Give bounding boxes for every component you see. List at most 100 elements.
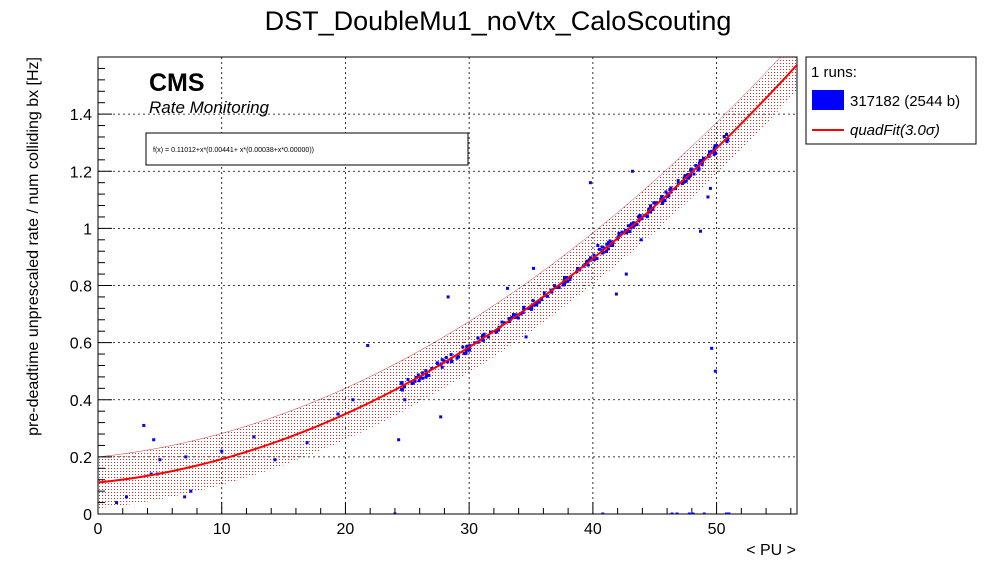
data-point <box>152 438 156 442</box>
data-point <box>702 157 706 161</box>
data-point <box>532 303 536 307</box>
data-point <box>413 379 417 383</box>
data-point <box>588 181 592 185</box>
data-point <box>687 512 691 514</box>
data-point <box>489 330 493 334</box>
data-point <box>684 179 688 183</box>
data-point <box>727 512 731 514</box>
data-point <box>662 198 666 202</box>
cms-label: CMS <box>149 69 205 97</box>
data-point <box>424 375 428 379</box>
x-tick-label: 10 <box>213 521 231 538</box>
data-point <box>605 250 609 254</box>
data-point <box>696 168 700 172</box>
data-point <box>687 176 691 180</box>
data-point <box>184 455 188 459</box>
fit-band-upper <box>98 57 781 458</box>
data-point <box>652 201 656 205</box>
data-point <box>601 250 605 254</box>
data-point <box>464 349 468 353</box>
data-point <box>659 197 663 201</box>
data-point <box>586 263 590 267</box>
data-point <box>416 373 420 377</box>
data-point <box>500 320 504 324</box>
x-tick-label: 50 <box>708 521 726 538</box>
data-point <box>725 132 729 136</box>
data-point <box>542 291 546 295</box>
data-point <box>724 512 728 514</box>
data-point <box>637 214 641 218</box>
data-point <box>651 207 655 211</box>
data-point <box>561 283 565 287</box>
data-point <box>273 458 277 462</box>
data-point <box>522 305 526 309</box>
data-point <box>605 242 609 246</box>
data-point <box>630 222 634 226</box>
y-tick-label: 0.2 <box>70 450 92 467</box>
y-tick-label: 1.2 <box>70 164 92 181</box>
data-point <box>626 224 630 228</box>
data-point <box>628 230 632 234</box>
data-point <box>645 214 649 218</box>
data-point <box>563 276 567 280</box>
data-point <box>446 295 450 299</box>
data-point <box>124 495 128 499</box>
data-point <box>713 150 717 154</box>
data-point <box>715 144 719 148</box>
y-tick-label: 0 <box>83 507 92 524</box>
fit-band-group <box>98 57 797 509</box>
data-point <box>666 194 670 198</box>
data-point <box>694 164 698 168</box>
y-tick-label: 1 <box>83 221 92 238</box>
data-point <box>449 353 453 357</box>
data-point <box>597 247 601 251</box>
data-point <box>444 355 448 359</box>
data-point <box>640 217 644 221</box>
data-point <box>585 259 589 263</box>
data-point <box>708 186 712 190</box>
data-point <box>252 435 256 439</box>
data-point <box>521 310 525 314</box>
data-point <box>305 441 309 445</box>
data-point <box>424 373 428 377</box>
data-point <box>601 512 605 514</box>
data-point <box>676 179 680 183</box>
data-point <box>710 346 714 350</box>
data-point <box>588 256 592 260</box>
data-point <box>699 229 703 233</box>
data-point <box>668 188 672 192</box>
data-point <box>449 358 453 362</box>
data-point <box>648 204 652 208</box>
data-point <box>608 239 612 243</box>
data-point <box>439 415 443 419</box>
data-point <box>400 381 404 385</box>
data-point <box>497 328 501 332</box>
data-point <box>220 449 224 453</box>
data-point <box>511 313 515 317</box>
data-point <box>397 438 401 442</box>
data-point <box>142 423 146 427</box>
data-point <box>596 244 600 248</box>
data-point <box>351 398 355 402</box>
data-point <box>410 381 414 385</box>
data-point <box>614 292 618 296</box>
data-point <box>697 161 701 165</box>
data-point <box>530 306 534 310</box>
data-point <box>546 294 550 298</box>
data-point <box>669 186 673 190</box>
data-point <box>421 371 425 375</box>
data-point <box>566 279 570 283</box>
data-point <box>708 150 712 154</box>
data-point <box>680 181 684 185</box>
data-point <box>494 330 498 334</box>
data-point <box>568 277 572 281</box>
data-point <box>620 230 624 234</box>
data-point <box>442 359 446 363</box>
data-point <box>158 458 162 462</box>
data-point <box>506 286 510 290</box>
data-point <box>563 281 567 285</box>
data-point <box>624 272 628 276</box>
data-point <box>421 376 425 380</box>
data-point <box>565 275 569 279</box>
